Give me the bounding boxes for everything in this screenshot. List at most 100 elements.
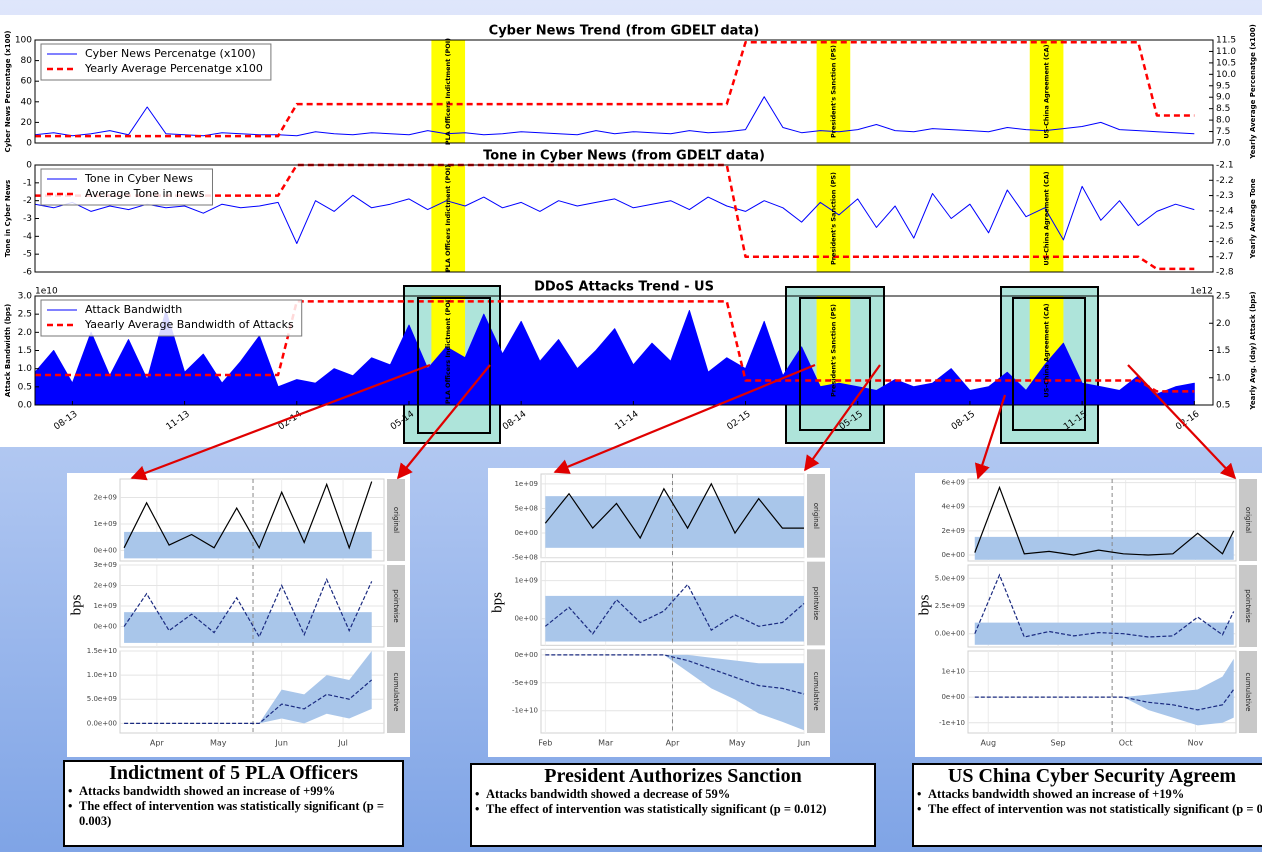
confidence-band (545, 496, 804, 548)
facet-label: cumulative (392, 673, 400, 712)
y-tick-label: 0e+00 (514, 615, 538, 623)
event-band (431, 40, 466, 143)
y-tick-label: 0e+00 (93, 546, 117, 554)
y2-axis-label: Yearly Average Tone (1249, 178, 1257, 259)
effect-line (974, 573, 1235, 638)
y2-tick-label: 7.0 (1216, 139, 1231, 149)
y-tick-label: 0.0e+00 (935, 630, 965, 638)
effect-line (974, 485, 1235, 556)
y2-tick-label: -2.1 (1216, 161, 1234, 171)
line-series (35, 41, 1195, 138)
event-label: US-China Agreement (CA) (1043, 303, 1051, 397)
facet-label: pointwise (1244, 589, 1252, 622)
y2-tick-label: 1.5 (1216, 346, 1230, 356)
y2-tick-label: 9.0 (1216, 93, 1231, 103)
x-tick-label: Apr (666, 739, 681, 748)
y-tick-label: 2e+09 (941, 527, 965, 535)
facet-strip (807, 474, 825, 558)
legend-box (40, 299, 303, 337)
facet-label: pointwise (392, 589, 400, 622)
y-tick-label: 1.0 (18, 364, 33, 374)
arrow (804, 364, 881, 472)
y2-tick-label: 9.5 (1216, 81, 1230, 91)
facet-strip (807, 561, 825, 646)
legend-box (40, 43, 272, 81)
y-tick-label: -3 (23, 214, 32, 224)
y-tick-label: -1e+10 (512, 707, 538, 715)
line-chart: Tone in Cyber News (from GDELT data) PLA … (4, 149, 1257, 278)
line-series (34, 96, 1195, 137)
confidence-band (974, 622, 1234, 645)
y-tick-label: 1.0e+10 (87, 671, 117, 679)
y2-axis-label: Yearly Avg. (day) Attack (bps) (1249, 291, 1257, 410)
y2-tick-label: 2.5 (1216, 292, 1230, 302)
chart-title: Tone in Cyber News (from GDELT data) (483, 149, 765, 164)
highlight-frame (799, 297, 871, 431)
caption-bullet: The effect of intervention was statistic… (472, 802, 874, 817)
y-tick-label: 1e+10 (941, 668, 965, 676)
area-series (34, 310, 1195, 406)
charts: Cyber News Trend (from GDELT data) PLA Of… (4, 24, 1262, 757)
confidence-band (124, 612, 372, 643)
x-tick-label: Oct (1119, 739, 1133, 748)
y-tick-label: 1.5e+10 (87, 647, 117, 655)
arrow (1127, 364, 1237, 480)
facet-strip (807, 649, 825, 733)
effect-line (124, 679, 373, 724)
y-tick-label: 0 (26, 161, 32, 171)
facet-strip (387, 565, 405, 647)
x-tick-label: May (210, 739, 227, 748)
event-band (1029, 165, 1064, 272)
caption-bullet: Attacks bandwidth showed a decrease of 5… (472, 787, 874, 802)
y-tick-label: 0e+00 (93, 623, 117, 631)
facet-label: original (1244, 507, 1252, 533)
arrow (974, 394, 1007, 480)
event-label: PLA Officers Indictment (POI) (444, 297, 452, 404)
y2-tick-label: 11.0 (1216, 47, 1236, 57)
y-tick-label: 5.0e+09 (935, 574, 965, 582)
facet-strip (387, 479, 405, 561)
facet-strip (1239, 651, 1257, 733)
effect-line (123, 577, 373, 639)
y2-tick-label: -2.7 (1216, 252, 1234, 262)
y2-tick-label: 8.0 (1216, 116, 1231, 126)
y-tick-label: 4e+09 (941, 503, 965, 511)
y-tick-label: 2.5e+09 (935, 602, 965, 610)
legend-label: Yaearly Average Bandwidth of Attacks (84, 318, 294, 331)
y-axis-label: bps (489, 592, 505, 613)
y2-tick-label: -2.3 (1216, 191, 1234, 201)
y-axis-label: bps (916, 594, 932, 615)
x-tick-label: Apr (150, 739, 165, 748)
facet-label: original (392, 507, 400, 533)
y-axis-label: bps (68, 594, 84, 615)
y-tick-label: 40 (21, 97, 33, 107)
x-tick-label: Jun (274, 739, 288, 748)
y-tick-label: 20 (21, 118, 33, 128)
y-tick-label: 0e+00 (514, 529, 538, 537)
chart-title: DDoS Attacks Trend - US (534, 280, 714, 295)
y-tick-label: 3.0 (18, 292, 33, 302)
x-tick-label: Aug (980, 739, 996, 748)
event-label: US-China Agreement (CA) (1043, 171, 1051, 265)
y-tick-label: -1e+10 (939, 719, 965, 727)
y-tick-label: -2 (23, 196, 32, 206)
caption-title: US China Cyber Security Agreem (947, 765, 1237, 787)
y-offset-label: 1e10 (35, 287, 58, 297)
caption-title: Indictment of 5 PLA Officers (109, 762, 358, 784)
y-tick-label: 80 (21, 56, 33, 66)
y2-tick-label: 7.5 (1216, 127, 1230, 137)
impact-panel: 0e+00 2e+09 4e+09 6e+09 original 0.0e+00 2.5e+… (915, 473, 1262, 757)
arrow (397, 364, 491, 480)
y-tick-label: 0 (26, 139, 32, 149)
impact-panel: 0e+00 1e+09 2e+09 original 0e+00 1e+09 2e+09 3e… (67, 473, 410, 757)
x-tick-label: Sep (1051, 739, 1066, 748)
facet-label: original (812, 503, 820, 529)
y-tick-label: -5e+08 (512, 554, 538, 562)
y-tick-label: 1e+09 (93, 520, 117, 528)
arrows (130, 363, 1237, 481)
y-tick-label: -4 (23, 232, 32, 242)
legend-label: Attack Bandwidth (85, 303, 182, 316)
caption-title: President Authorizes Sanction (544, 765, 802, 787)
caption-bullet: Attacks bandwidth showed an increase of … (65, 784, 402, 799)
